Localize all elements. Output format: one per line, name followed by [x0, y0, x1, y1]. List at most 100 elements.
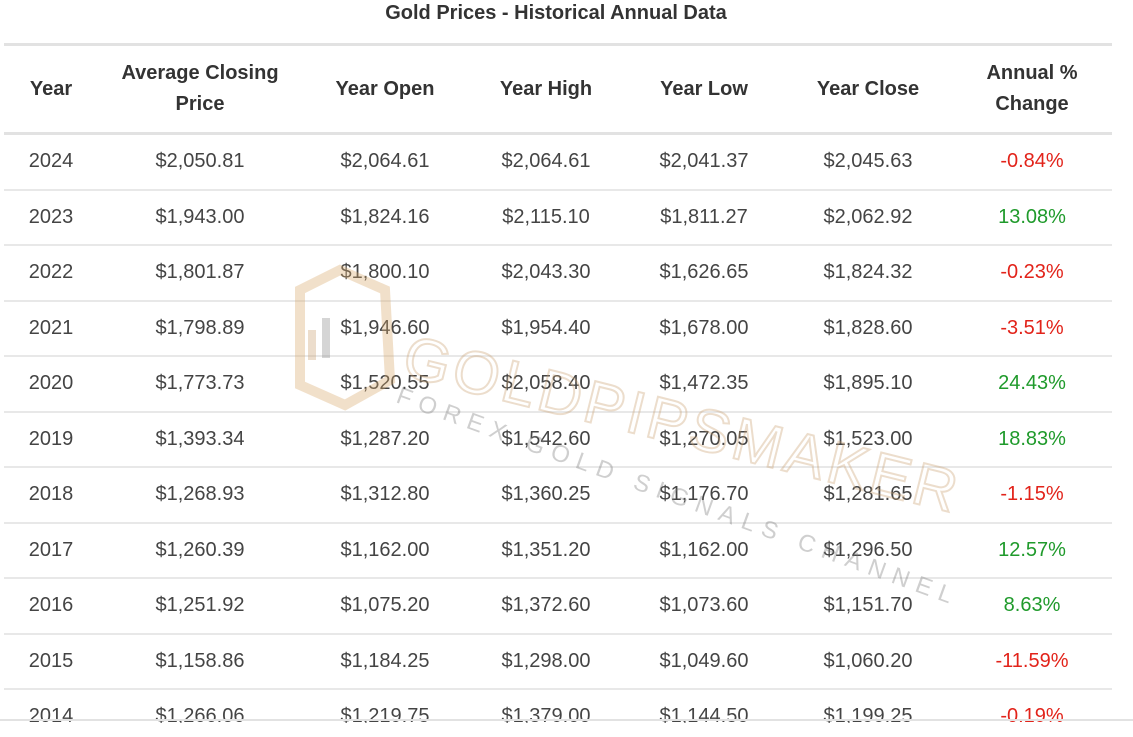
table-body: 2024 $2,050.81 $2,064.61 $2,064.61 $2,041.37…: [4, 133, 1112, 723]
table-cell: 13.08%: [952, 189, 1112, 246]
table-cell: $2,115.10: [468, 189, 624, 246]
table-cell: $1,298.00: [468, 633, 624, 690]
table-cell: $1,472.35: [624, 356, 784, 413]
table-cell: $1,811.27: [624, 189, 784, 246]
table-cell: $2,064.61: [302, 133, 468, 191]
column-header: Average Closing Price: [98, 46, 302, 135]
table-cell: $1,824.32: [784, 245, 952, 302]
column-header: Year Low: [624, 46, 784, 135]
table-cell: $1,184.25: [302, 633, 468, 690]
table-cell: -1.15%: [952, 467, 1112, 524]
table-cell: -0.19%: [952, 689, 1112, 723]
table-cell: $1,520.55: [302, 356, 468, 413]
table-row: 2023 $1,943.00 $1,824.16 $2,115.10 $1,811.27…: [4, 189, 1112, 246]
table-cell: $1,798.89: [98, 300, 302, 357]
table-cell: $1,151.70: [784, 578, 952, 635]
table-cell: $2,064.61: [468, 133, 624, 191]
table-cell: $1,523.00: [784, 411, 952, 468]
table-cell: 2016: [4, 578, 98, 635]
table-cell: 24.43%: [952, 356, 1112, 413]
table-cell: $1,199.25: [784, 689, 952, 723]
table-row: 2015 $1,158.86 $1,184.25 $1,298.00 $1,049.60…: [4, 633, 1112, 690]
table-cell: $1,219.75: [302, 689, 468, 723]
table-cell: -0.84%: [952, 133, 1112, 191]
table-cell: 2022: [4, 245, 98, 302]
table-row: 2014 $1,266.06 $1,219.75 $1,379.00 $1,144.50…: [4, 689, 1112, 723]
table-container: Year Average Closing Price Year Open Year H…: [4, 43, 1112, 723]
table-cell: $1,943.00: [98, 189, 302, 246]
table-cell: $1,895.10: [784, 356, 952, 413]
table-cell: $1,360.25: [468, 467, 624, 524]
table-row: 2019 $1,393.34 $1,287.20 $1,542.60 $1,270.05…: [4, 411, 1112, 468]
table-cell: $1,954.40: [468, 300, 624, 357]
table-cell: $1,626.65: [624, 245, 784, 302]
table-cell: 12.57%: [952, 522, 1112, 579]
table-cell: 2020: [4, 356, 98, 413]
table-cell: $1,281.65: [784, 467, 952, 524]
table-cell: $1,946.60: [302, 300, 468, 357]
table-cell: $1,393.34: [98, 411, 302, 468]
table-cell: $1,162.00: [302, 522, 468, 579]
table-cell: 2024: [4, 133, 98, 191]
table-cell: 2021: [4, 300, 98, 357]
column-header: Year Open: [302, 46, 468, 135]
header-row: Year Average Closing Price Year Open Year H…: [4, 46, 1112, 135]
table-cell: $1,266.06: [98, 689, 302, 723]
table-cell: $1,251.92: [98, 578, 302, 635]
column-header: Annual % Change: [952, 46, 1112, 135]
table-cell: $1,144.50: [624, 689, 784, 723]
table-cell: -0.23%: [952, 245, 1112, 302]
table-cell: $1,176.70: [624, 467, 784, 524]
column-header: Year High: [468, 46, 624, 135]
table-cell: $1,678.00: [624, 300, 784, 357]
divider: [0, 719, 1133, 721]
table-cell: $1,260.39: [98, 522, 302, 579]
column-header: Year: [4, 46, 98, 135]
table-row: 2017 $1,260.39 $1,162.00 $1,351.20 $1,162.00…: [4, 522, 1112, 579]
table-cell: $1,372.60: [468, 578, 624, 635]
table-cell: $1,268.93: [98, 467, 302, 524]
table-cell: $2,045.63: [784, 133, 952, 191]
table-cell: 2015: [4, 633, 98, 690]
table-cell: $1,801.87: [98, 245, 302, 302]
table-cell: $1,158.86: [98, 633, 302, 690]
table-cell: -11.59%: [952, 633, 1112, 690]
page-title: Gold Prices - Historical Annual Data: [385, 2, 727, 24]
table-cell: 2017: [4, 522, 98, 579]
table-cell: $1,162.00: [624, 522, 784, 579]
table-cell: $2,050.81: [98, 133, 302, 191]
table-cell: $1,060.20: [784, 633, 952, 690]
table-cell: $1,828.60: [784, 300, 952, 357]
table-cell: $1,312.80: [302, 467, 468, 524]
table-cell: $1,073.60: [624, 578, 784, 635]
table-cell: $1,287.20: [302, 411, 468, 468]
table-cell: 8.63%: [952, 578, 1112, 635]
table-cell: $1,824.16: [302, 189, 468, 246]
table-cell: $1,296.50: [784, 522, 952, 579]
table-row: 2020 $1,773.73 $1,520.55 $2,058.40 $1,472.35…: [4, 356, 1112, 413]
column-header: Year Close: [784, 46, 952, 135]
table-cell: $2,062.92: [784, 189, 952, 246]
table-cell: $1,800.10: [302, 245, 468, 302]
table-cell: 2014: [4, 689, 98, 723]
table-cell: $1,049.60: [624, 633, 784, 690]
table-cell: $2,043.30: [468, 245, 624, 302]
price-table: Year Average Closing Price Year Open Year H…: [4, 46, 1112, 723]
table-cell: $1,379.00: [468, 689, 624, 723]
table-row: 2021 $1,798.89 $1,946.60 $1,954.40 $1,678.00…: [4, 300, 1112, 357]
table-row: 2024 $2,050.81 $2,064.61 $2,064.61 $2,041.37…: [4, 133, 1112, 191]
table-cell: $1,773.73: [98, 356, 302, 413]
table-cell: -3.51%: [952, 300, 1112, 357]
table-cell: $1,351.20: [468, 522, 624, 579]
table-cell: $1,075.20: [302, 578, 468, 635]
table-cell: $2,058.40: [468, 356, 624, 413]
table-cell: 18.83%: [952, 411, 1112, 468]
table-cell: $1,542.60: [468, 411, 624, 468]
table-cell: 2019: [4, 411, 98, 468]
table-row: 2022 $1,801.87 $1,800.10 $2,043.30 $1,626.65…: [4, 245, 1112, 302]
table-row: 2018 $1,268.93 $1,312.80 $1,360.25 $1,176.70…: [4, 467, 1112, 524]
table-cell: $2,041.37: [624, 133, 784, 191]
table-cell: 2018: [4, 467, 98, 524]
table-cell: 2023: [4, 189, 98, 246]
